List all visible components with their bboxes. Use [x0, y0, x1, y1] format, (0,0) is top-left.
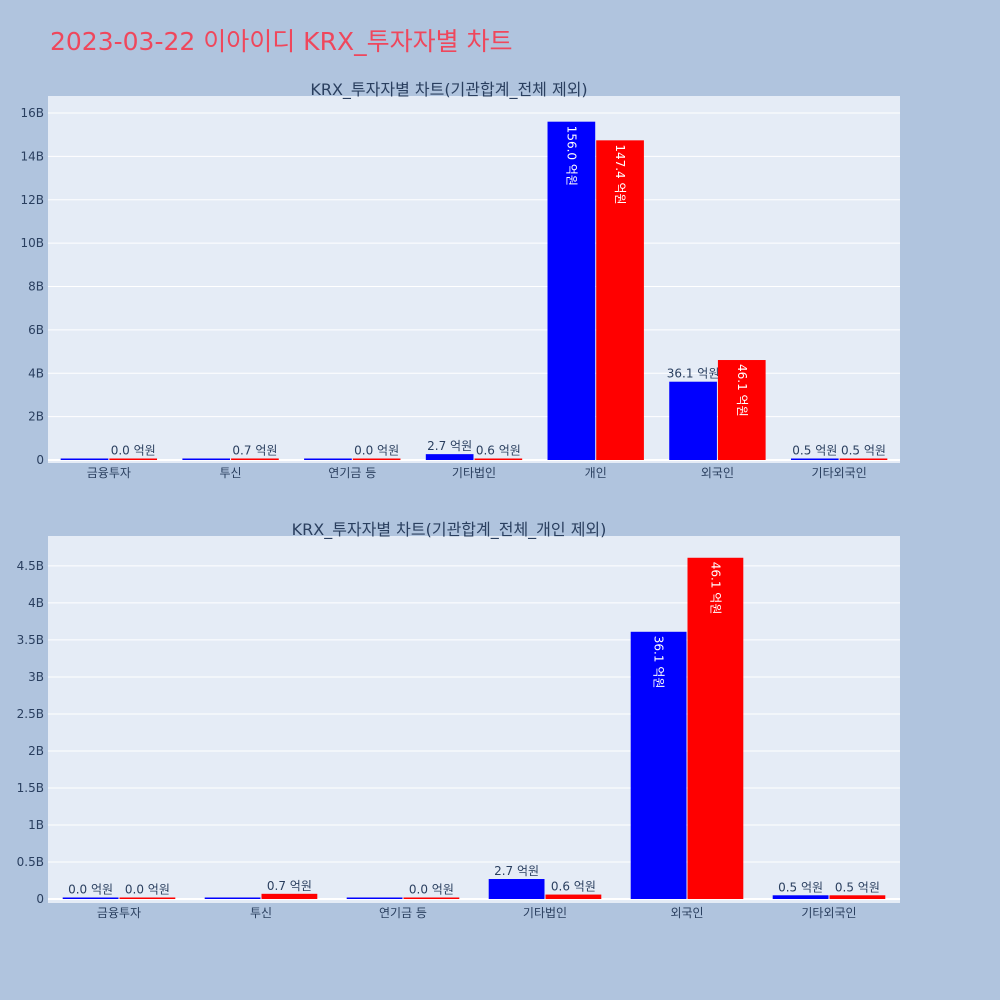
- sell-bar: [596, 140, 644, 461]
- sell-bar: [687, 557, 744, 899]
- data-label: 0.0 억원: [111, 444, 156, 458]
- buy-bar: [204, 897, 261, 899]
- y-tick-label: 4B: [28, 366, 44, 380]
- y-tick-label: 0: [36, 892, 44, 906]
- data-label: 0.6 억원: [476, 444, 521, 458]
- y-tick-label: 16B: [20, 106, 44, 120]
- data-label: 46.1 억원: [708, 562, 722, 615]
- buy-bar: [547, 121, 596, 461]
- data-label: 0.0 억원: [125, 883, 170, 897]
- buy-bar: [346, 897, 403, 899]
- y-tick-label: 8B: [28, 280, 44, 294]
- sell-bar: [109, 458, 158, 460]
- y-tick-label: 1B: [28, 818, 44, 832]
- y-tick-label: 2.5B: [17, 707, 44, 721]
- y-tick-label: 6B: [28, 323, 44, 337]
- x-tick-label: 금융투자: [87, 466, 131, 480]
- data-label: 0.5 억원: [778, 880, 823, 894]
- buy-bar: [62, 897, 119, 899]
- sell-bar: [717, 360, 766, 460]
- y-tick-label: 12B: [20, 193, 44, 207]
- y-tick-label: 2B: [28, 744, 44, 758]
- y-tick-label: 0.5B: [17, 855, 44, 869]
- y-tick-label: 4.5B: [17, 559, 44, 573]
- data-label: 0.5 억원: [835, 880, 880, 894]
- y-tick-label: 3B: [28, 670, 44, 684]
- x-tick-label: 외국인: [701, 466, 734, 480]
- buy-bar: [60, 458, 109, 460]
- sell-bar: [474, 458, 523, 460]
- sell-bar: [119, 897, 176, 899]
- x-tick-label: 기타법인: [523, 906, 567, 920]
- buy-bar: [425, 454, 474, 460]
- plot-area: [48, 96, 900, 463]
- x-tick-label: 연기금 등: [379, 906, 427, 920]
- x-tick-label: 기타법인: [452, 466, 496, 480]
- buy-bar: [488, 879, 545, 899]
- sell-bar: [352, 458, 401, 460]
- data-label: 0.5 억원: [792, 444, 837, 458]
- buy-bar: [790, 458, 839, 460]
- x-tick-label: 투신: [250, 906, 272, 920]
- data-label: 0.6 억원: [551, 880, 596, 894]
- data-label: 0.7 억원: [267, 879, 312, 893]
- y-tick-label: 0: [36, 453, 44, 467]
- sell-bar: [829, 895, 886, 899]
- chart-title: KRX_투자자별 차트(기관합계_전체 제외): [310, 80, 587, 100]
- data-label: 46.1 억원: [735, 364, 749, 417]
- chart-title: KRX_투자자별 차트(기관합계_전체_개인 제외): [292, 520, 607, 540]
- y-tick-label: 1.5B: [17, 781, 44, 795]
- buy-bar: [630, 631, 687, 899]
- sell-bar: [261, 893, 318, 899]
- data-label: 36.1 억원: [652, 636, 666, 689]
- x-tick-label: 외국인: [670, 906, 703, 920]
- y-tick-label: 10B: [20, 236, 44, 250]
- page-title: 2023-03-22 이아이디 KRX_투자자별 차트: [50, 27, 513, 56]
- y-tick-label: 2B: [28, 410, 44, 424]
- data-label: 147.4 억원: [613, 144, 627, 204]
- data-label: 0.0 억원: [354, 444, 399, 458]
- y-tick-label: 3.5B: [17, 633, 44, 647]
- buy-bar: [182, 458, 231, 460]
- data-label: 36.1 억원: [667, 367, 720, 381]
- sell-bar: [231, 458, 279, 460]
- data-label: 2.7 억원: [427, 439, 472, 453]
- x-tick-label: 연기금 등: [328, 466, 376, 480]
- chart-1: KRX_투자자별 차트(기관합계_전체 제외) 0 2B 4B 6B 8B 10B 12B 14…: [20, 80, 900, 480]
- x-tick-label: 기타외국인: [812, 466, 867, 480]
- y-tick-label: 4B: [28, 596, 44, 610]
- buy-bar: [304, 458, 352, 460]
- x-tick-label: 금융투자: [97, 906, 141, 920]
- y-tick-label: 14B: [20, 149, 44, 163]
- sell-bar: [545, 894, 602, 899]
- data-label: 156.0 억원: [564, 126, 578, 186]
- buy-bar: [669, 381, 717, 460]
- data-label: 0.0 억원: [68, 883, 113, 897]
- sell-bar: [839, 458, 888, 460]
- sell-bar: [403, 897, 460, 899]
- x-tick-label: 투신: [220, 466, 242, 480]
- data-label: 0.7 억원: [232, 443, 277, 457]
- x-tick-label: 개인: [585, 466, 607, 480]
- data-label: 0.0 억원: [409, 883, 454, 897]
- data-label: 2.7 억원: [494, 864, 539, 878]
- buy-bar: [772, 895, 829, 899]
- x-tick-label: 기타외국인: [801, 906, 856, 920]
- plot-area: [48, 536, 900, 903]
- chart-2: KRX_투자자별 차트(기관합계_전체_개인 제외) 0 0.5B 1B 1.5B 2B 2…: [17, 520, 900, 920]
- data-label: 0.5 억원: [841, 444, 886, 458]
